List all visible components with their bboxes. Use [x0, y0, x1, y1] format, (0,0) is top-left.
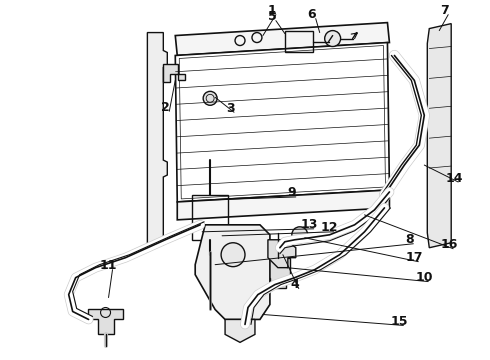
Polygon shape — [175, 42, 390, 202]
Bar — [285, 31, 313, 53]
Text: 7: 7 — [440, 4, 449, 17]
Polygon shape — [88, 310, 123, 334]
Polygon shape — [268, 240, 296, 268]
Text: 8: 8 — [405, 233, 414, 246]
Polygon shape — [175, 23, 390, 55]
Text: 17: 17 — [406, 251, 423, 264]
Text: 5: 5 — [268, 10, 276, 23]
Circle shape — [325, 31, 341, 46]
Polygon shape — [177, 190, 390, 220]
Polygon shape — [427, 24, 451, 248]
Text: 2: 2 — [161, 101, 170, 114]
Polygon shape — [163, 64, 185, 82]
Bar — [192, 195, 228, 240]
Text: 13: 13 — [301, 218, 318, 231]
Polygon shape — [225, 319, 255, 342]
Text: 12: 12 — [321, 221, 339, 234]
Text: 6: 6 — [307, 8, 316, 21]
Circle shape — [212, 229, 224, 241]
Circle shape — [292, 227, 308, 243]
Text: 15: 15 — [391, 315, 408, 328]
Text: 1: 1 — [268, 4, 276, 17]
Text: 14: 14 — [445, 171, 463, 185]
Polygon shape — [195, 225, 270, 319]
Text: 10: 10 — [416, 271, 433, 284]
Text: 11: 11 — [100, 259, 117, 272]
Circle shape — [221, 243, 245, 267]
Bar — [210, 226, 226, 244]
Text: 9: 9 — [288, 186, 296, 199]
Polygon shape — [266, 258, 290, 288]
Text: 3: 3 — [226, 102, 234, 115]
Polygon shape — [147, 32, 167, 245]
Text: 4: 4 — [291, 278, 299, 291]
Text: 16: 16 — [441, 238, 458, 251]
Circle shape — [203, 91, 217, 105]
